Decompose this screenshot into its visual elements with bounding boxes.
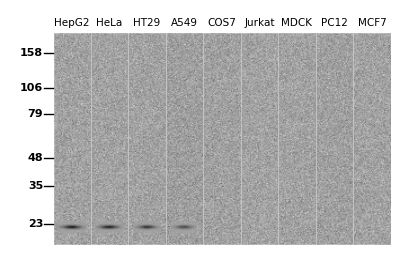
Text: COS7: COS7 (208, 18, 236, 28)
Text: MCF7: MCF7 (358, 18, 386, 28)
Bar (1, 1, 399, 32)
Text: 48: 48 (28, 153, 43, 163)
Text: 158: 158 (20, 48, 43, 58)
Text: 106: 106 (20, 83, 43, 93)
Text: HepG2: HepG2 (54, 18, 90, 28)
Text: 23: 23 (28, 219, 43, 229)
Bar (1, 1, 53, 256)
Text: HeLa: HeLa (96, 18, 122, 28)
Text: MDCK: MDCK (281, 18, 312, 28)
Text: Jurkat: Jurkat (244, 18, 275, 28)
Text: 79: 79 (28, 109, 43, 119)
Text: HT29: HT29 (133, 18, 160, 28)
Text: 35: 35 (28, 181, 43, 191)
Text: PC12: PC12 (321, 18, 348, 28)
Bar (1, 245, 399, 256)
Text: A549: A549 (171, 18, 198, 28)
